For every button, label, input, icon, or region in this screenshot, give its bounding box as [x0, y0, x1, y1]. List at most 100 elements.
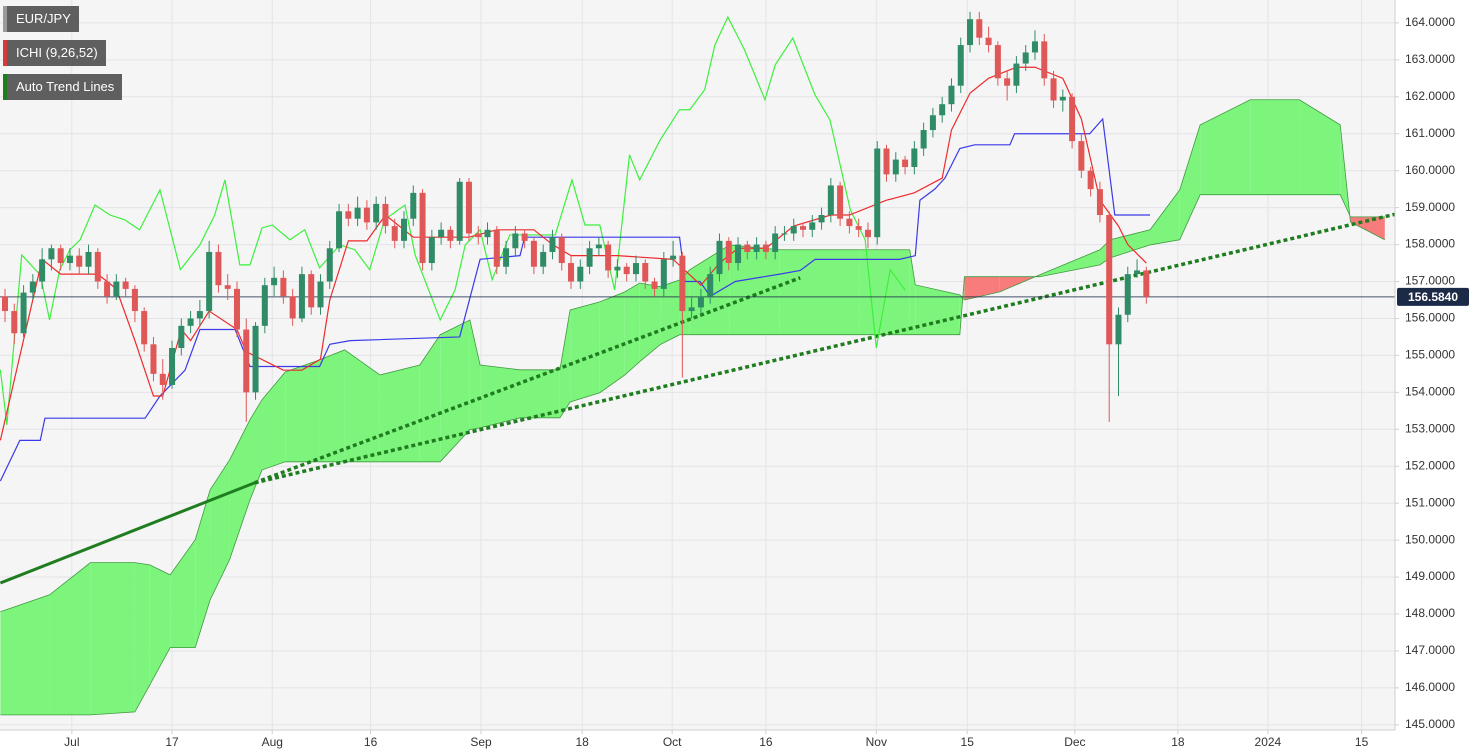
candle-body — [586, 248, 593, 267]
candle-body — [883, 148, 890, 175]
candle-body — [289, 296, 296, 319]
candle-body — [967, 19, 974, 46]
cloud-segment — [1039, 249, 1100, 277]
candle-body — [85, 251, 92, 267]
cloud-segment — [249, 399, 263, 500]
y-tick-label: 164.0000 — [1405, 15, 1455, 29]
x-tick-label: Dec — [1064, 735, 1085, 749]
x-tick-label: Nov — [866, 735, 887, 749]
candle-body — [939, 104, 946, 116]
cloud-segment — [1200, 99, 1251, 195]
candle-body — [345, 211, 352, 219]
candle-body — [642, 263, 649, 282]
cloud-segment — [779, 249, 860, 335]
ichimoku-line — [0, 117, 1151, 482]
candle-body — [762, 244, 769, 252]
candle-body — [206, 251, 213, 312]
candle-body — [2, 296, 9, 312]
candle-body — [169, 348, 176, 385]
cloud-segment — [480, 365, 520, 428]
y-tick-label: 146.0000 — [1405, 680, 1455, 694]
cloud-segment — [639, 282, 661, 362]
x-tick-label: 16 — [759, 735, 773, 749]
candle-body — [948, 85, 955, 105]
candle-body — [929, 115, 936, 131]
candle-body — [660, 259, 667, 289]
cloud-segment — [90, 562, 135, 715]
candle-body — [1078, 141, 1085, 171]
legend-symbol[interactable]: EUR/JPY — [3, 6, 79, 32]
candle-body — [447, 229, 454, 241]
legend-ichimoku[interactable]: ICHI (9,26,52) — [3, 40, 106, 66]
candle-body — [401, 218, 408, 241]
candle-body — [800, 226, 807, 230]
candle-body — [957, 45, 964, 86]
cloud-segment — [419, 334, 441, 462]
candle-body — [651, 281, 658, 289]
cloud-segment — [624, 282, 640, 375]
candle-body — [373, 203, 380, 223]
candle-body — [902, 159, 909, 167]
cloud-segment — [344, 349, 380, 462]
candle-body — [1041, 41, 1048, 79]
candle-body — [484, 229, 491, 238]
y-tick-label: 156.0000 — [1405, 311, 1455, 325]
candle-body — [735, 244, 742, 264]
candle-body — [317, 281, 324, 308]
y-tick-label: 145.0000 — [1405, 717, 1455, 731]
candle-body — [493, 229, 500, 267]
candle-body — [809, 222, 816, 230]
candle-body — [410, 192, 417, 219]
candle-body — [707, 274, 714, 297]
y-tick-label: 153.0000 — [1405, 421, 1455, 435]
candle-body — [113, 281, 120, 297]
candle-body — [66, 255, 73, 264]
cloud-segment — [599, 291, 625, 393]
candle-body — [837, 185, 844, 219]
candle-body — [271, 277, 278, 286]
candle-body — [298, 274, 305, 319]
last-price-label: 156.5840 — [1408, 290, 1458, 304]
x-tick-label: 18 — [1171, 735, 1185, 749]
candle-body — [122, 281, 129, 289]
x-tick-label: 15 — [961, 735, 975, 749]
x-tick-label: Aug — [262, 735, 283, 749]
candle-body — [94, 251, 101, 282]
cloud-segment — [559, 309, 571, 418]
candle-body — [994, 45, 1001, 79]
legend-trend-lines[interactable]: Auto Trend Lines — [3, 74, 123, 100]
candle-body — [976, 19, 983, 38]
candle-body — [465, 181, 472, 234]
candle-body — [790, 226, 797, 234]
cloud-segment — [729, 244, 780, 335]
cloud-segment — [319, 349, 345, 462]
ichimoku-line — [0, 15, 906, 425]
candle-body — [456, 181, 463, 241]
candle-body — [512, 233, 519, 249]
candle-body — [252, 325, 259, 393]
candle-body — [233, 288, 240, 330]
candle-body — [187, 318, 194, 326]
candle-body — [558, 237, 565, 264]
candle-body — [57, 248, 64, 264]
candle-body — [354, 207, 361, 219]
cloud-segment — [195, 489, 211, 648]
candle-body — [623, 266, 630, 275]
candle-body — [521, 233, 528, 241]
candle-body — [716, 240, 723, 275]
candle-body — [540, 251, 547, 267]
candle-body — [336, 211, 343, 249]
candle-body — [614, 266, 621, 271]
candle-body — [1134, 270, 1141, 275]
candle-body — [1106, 215, 1113, 345]
candle-body — [744, 244, 751, 252]
candle-body — [363, 207, 370, 223]
plot-background — [0, 0, 1395, 730]
cloud-segment — [285, 359, 320, 462]
candle-body — [679, 255, 686, 312]
candle-body — [827, 185, 834, 216]
cloud-segment — [0, 594, 50, 715]
y-tick-label: 163.0000 — [1405, 52, 1455, 66]
trend-line — [253, 276, 801, 485]
y-tick-label: 154.0000 — [1405, 385, 1455, 399]
